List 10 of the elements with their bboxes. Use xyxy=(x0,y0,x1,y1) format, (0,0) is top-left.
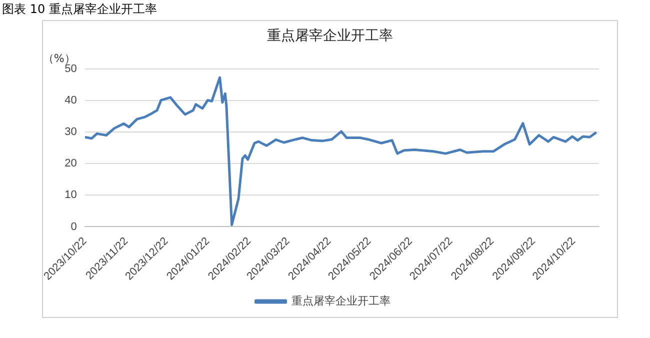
y-axis-title: （%） xyxy=(42,52,76,65)
chart-title: 图表 10 重点屠宰企业开工率 xyxy=(1,1,158,18)
chart-subtitle: 重点屠宰企业开工率 xyxy=(266,27,394,45)
y-tick-label: 40 xyxy=(64,94,77,107)
y-tick-label: 30 xyxy=(64,126,77,138)
y-tick-label: 0 xyxy=(70,220,77,233)
legend-label: 重点屠宰企业开工率 xyxy=(291,294,390,308)
y-tick-label: 50 xyxy=(64,63,77,76)
y-tick-label: 20 xyxy=(64,158,77,170)
y-tick-label: 10 xyxy=(64,189,77,202)
